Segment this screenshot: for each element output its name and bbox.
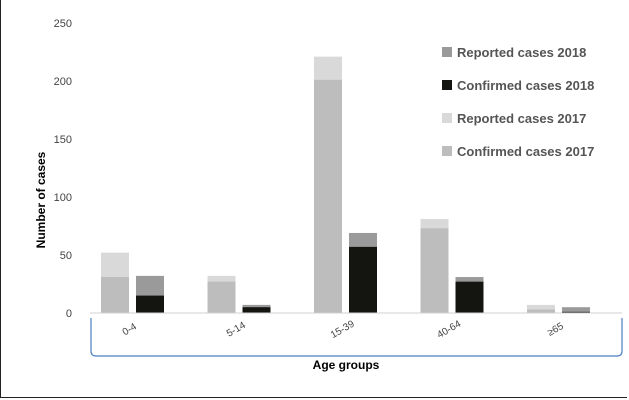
legend-label: Reported cases 2017 (457, 111, 586, 126)
bar-confirmed-2018 (455, 281, 484, 313)
bar-marks (101, 56, 590, 313)
bar-reported-2018 (562, 307, 590, 313)
x-tick-label: 40-64 (435, 318, 463, 341)
y-tick-label: 50 (60, 250, 72, 262)
bar-confirmed-2017 (420, 228, 449, 313)
x-tick-label: 15-39 (329, 318, 357, 341)
y-tick-label: 150 (54, 134, 72, 146)
legend-label: Confirmed cases 2018 (457, 78, 594, 93)
legend-swatch (442, 146, 452, 156)
bar-confirmed-2018 (242, 307, 271, 313)
y-tick-label: 250 (54, 18, 72, 30)
legend-swatch (442, 47, 452, 57)
x-tick-label: ≥65 (546, 321, 566, 339)
axis-bracket (90, 318, 623, 357)
bar-reported-2017 (527, 304, 555, 313)
bar-confirmed-2017 (527, 309, 555, 313)
y-tick-label: 200 (54, 76, 72, 88)
y-axis-ticks: 0 50 100 150 200 250 (54, 18, 72, 320)
x-tick-label: 0-4 (121, 321, 139, 338)
legend: Reported cases 2018 Confirmed cases 2018 R… (442, 45, 594, 159)
y-axis-title: Number of cases (34, 151, 48, 248)
bar-confirmed-2017 (314, 79, 342, 313)
bar-confirmed-2017 (101, 277, 129, 313)
bar-confirmed-2018 (136, 295, 164, 313)
x-axis-title: Age groups (313, 358, 380, 372)
bar-confirmed-2018 (349, 246, 377, 313)
legend-label: Confirmed cases 2017 (457, 144, 594, 159)
bar-confirmed-2018 (562, 311, 590, 313)
y-tick-label: 0 (66, 308, 72, 320)
bar-confirmed-2017 (207, 281, 236, 313)
legend-label: Reported cases 2018 (457, 45, 586, 60)
legend-swatch (442, 113, 452, 123)
x-axis: 0-4 5-14 15-39 40-64 ≥65 (90, 312, 623, 357)
x-tick-label: 5-14 (225, 320, 248, 340)
y-tick-label: 100 (54, 192, 72, 204)
legend-swatch (442, 80, 452, 90)
